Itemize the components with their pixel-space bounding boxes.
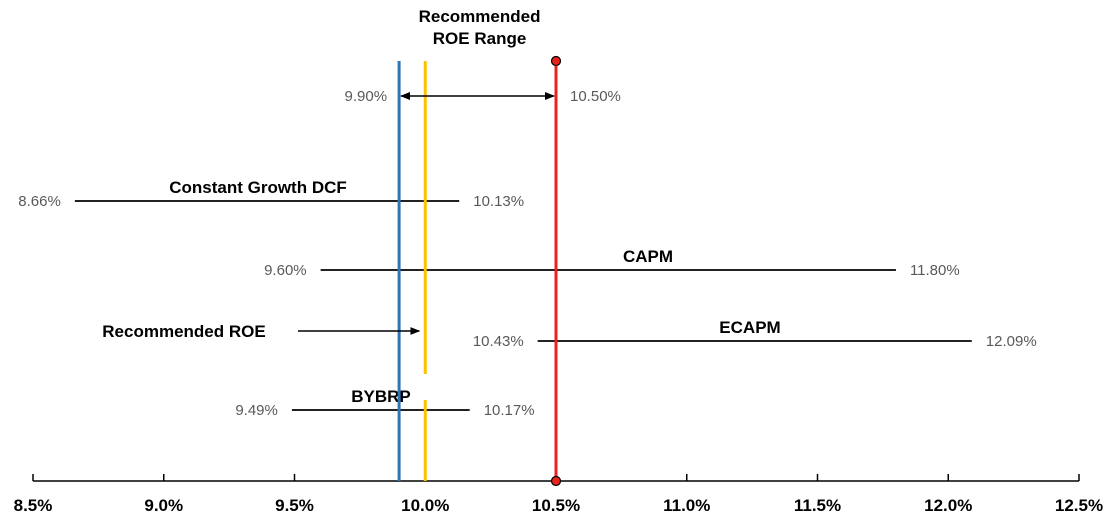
method-label: BYBRP [351, 387, 411, 406]
x-tick-label: 8.5% [14, 496, 53, 515]
range-low-label: 9.49% [235, 402, 278, 419]
range-high-top-dot [550, 55, 562, 67]
range-high-bottom-dot [550, 475, 562, 487]
range-high-value: 10.50% [570, 88, 621, 105]
recommended-roe-label: Recommended ROE [102, 322, 265, 341]
range-high-label: 10.17% [484, 402, 535, 419]
x-tick-label: 12.5% [1055, 496, 1103, 515]
x-axis: 8.5% 9.0% 9.5% 10.0% 10.5% 11.0% 11.5% 12.0% 12.… [14, 474, 1103, 515]
range-low-value: 9.90% [345, 88, 388, 105]
method-label: CAPM [623, 247, 673, 266]
x-tick-label: 9.0% [144, 496, 183, 515]
range-title-line2: ROE Range [433, 29, 527, 48]
method-label: ECAPM [719, 318, 780, 337]
method-ranges: 8.66% 10.13% Constant Growth DCF 9.60% 11.80… [18, 178, 1036, 419]
range-title-line1: Recommended [419, 7, 541, 26]
x-tick-label: 11.0% [663, 496, 710, 515]
range-high-label: 11.80% [910, 262, 960, 279]
annotations: Recommended ROE Range 9.90% 10.50% Recommend… [102, 7, 621, 341]
range-low-label: 9.60% [264, 262, 307, 279]
x-tick-label: 12.0% [924, 496, 972, 515]
range-high-label: 10.13% [473, 193, 524, 210]
range-high-label: 12.09% [986, 333, 1037, 350]
x-tick-label: 10.0% [401, 496, 449, 515]
x-tick-label: 9.5% [275, 496, 314, 515]
line-gap [422, 374, 429, 400]
x-tick-label: 10.5% [532, 496, 580, 515]
x-tick-label: 11.5% [794, 496, 841, 515]
reference-lines [397, 55, 562, 487]
range-low-label: 10.43% [473, 333, 524, 350]
range-low-label: 8.66% [18, 193, 61, 210]
method-label: Constant Growth DCF [169, 178, 347, 197]
